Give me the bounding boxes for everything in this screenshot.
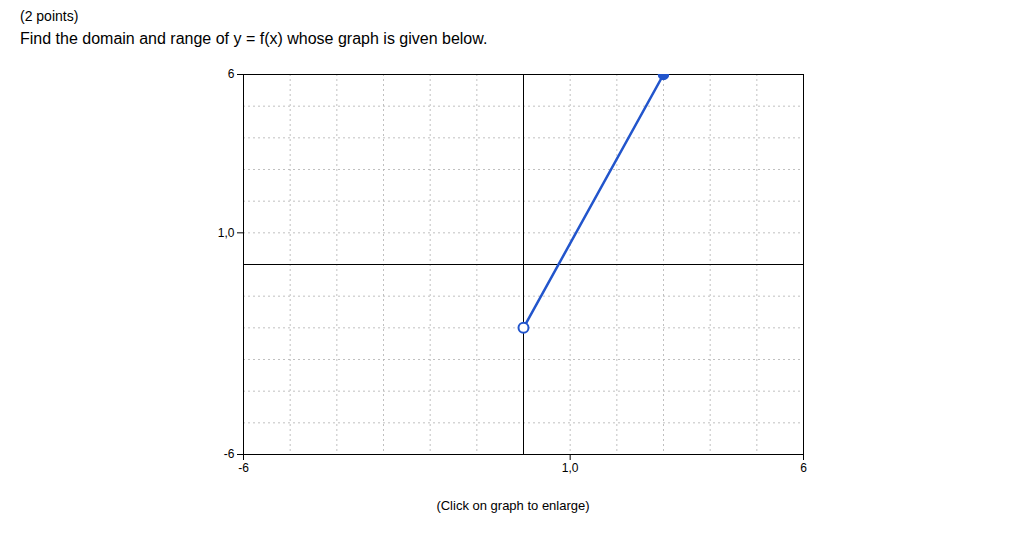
svg-text:6: 6 [800,461,807,475]
html-text:(2 points): (2 points) [20,8,79,24]
svg-text:1,0: 1,0 [218,226,235,240]
svg-text:-6: -6 [224,447,235,461]
svg-text:-6: -6 [238,461,249,475]
svg-text:6: 6 [228,67,235,81]
html-text:Find the domain and range of y: Find the domain and range of y = f(x) wh… [20,30,488,47]
html-text:(Click on graph to enlarge): (Click on graph to enlarge) [436,498,590,513]
svg-text:1,0: 1,0 [562,461,579,475]
